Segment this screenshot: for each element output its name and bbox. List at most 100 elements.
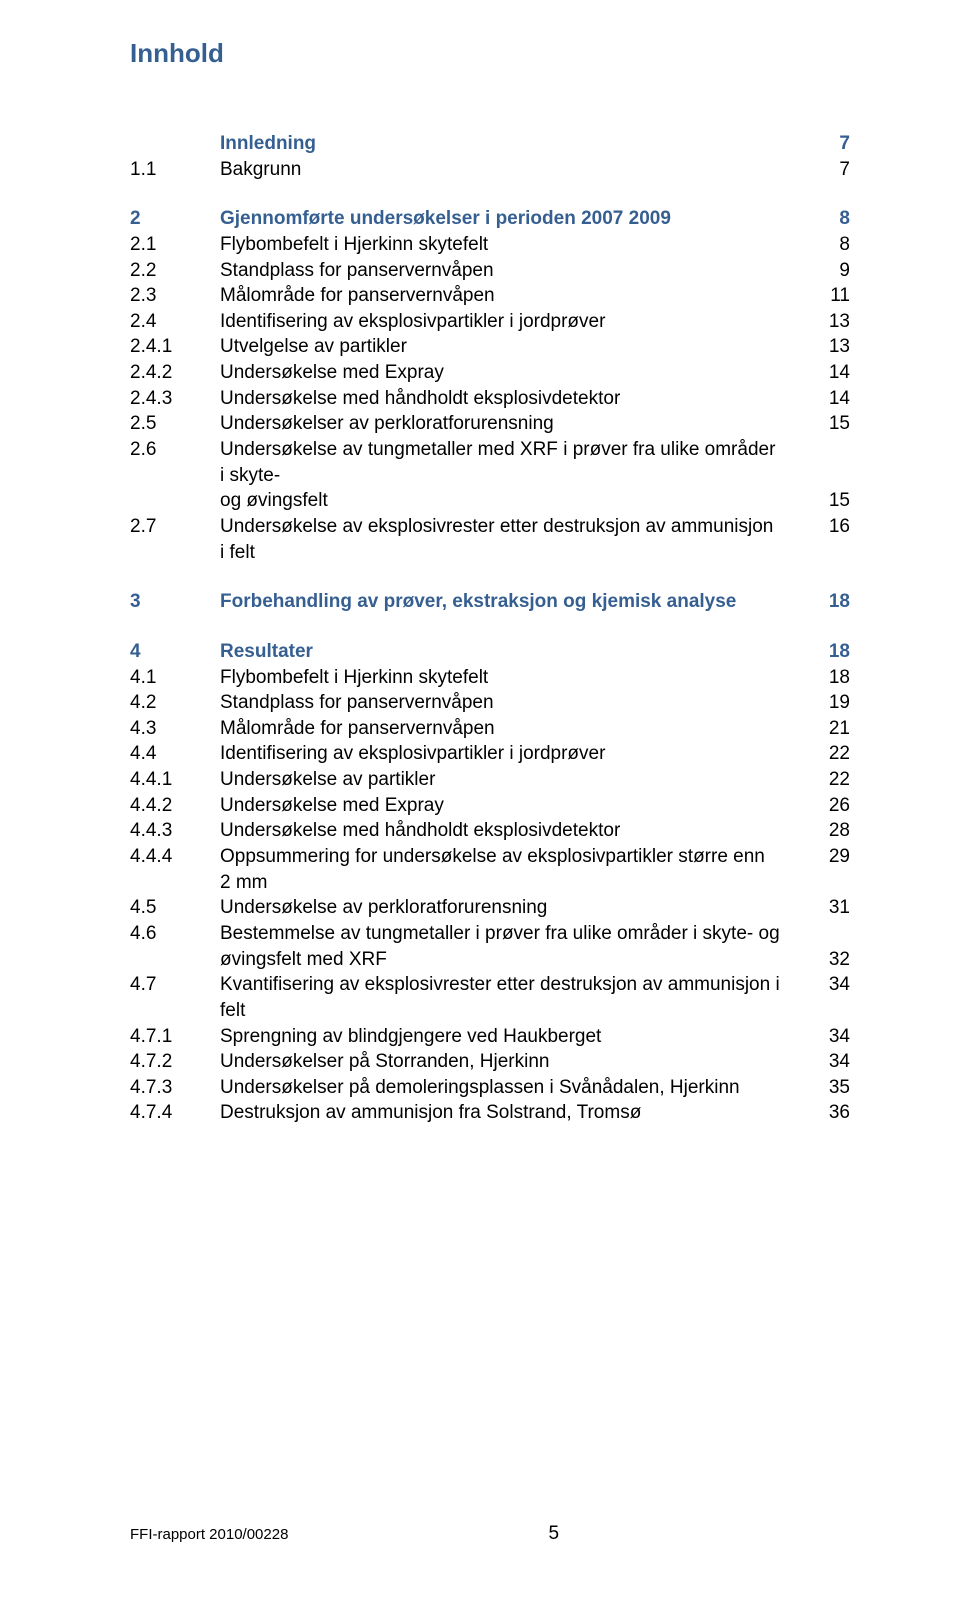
toc-entry-page: 34 bbox=[800, 972, 850, 998]
toc-entry-number: 2.6 bbox=[130, 437, 220, 463]
toc-entry-page: 36 bbox=[800, 1100, 850, 1126]
toc-entry-label: Flybombefelt i Hjerkinn skytefelt bbox=[220, 665, 800, 691]
toc-entry-label: Standplass for panservernvåpen bbox=[220, 690, 800, 716]
toc-entry-number: 2.3 bbox=[130, 283, 220, 309]
toc-entry-label: Sprengning av blindgjengere ved Haukberg… bbox=[220, 1024, 800, 1050]
toc-entry-number: 2.4.2 bbox=[130, 360, 220, 386]
toc-entry-row: 2.7Undersøkelse av eksplosivrester etter… bbox=[130, 514, 850, 565]
toc-entry-row: og øvingsfelt15 bbox=[130, 488, 850, 514]
toc-entry-label: Undersøkelse av partikler bbox=[220, 767, 800, 793]
toc-entry-page: 28 bbox=[800, 818, 850, 844]
toc-entry-label: Målområde for panservernvåpen bbox=[220, 716, 800, 742]
toc-entry-row: 2.4.1Utvelgelse av partikler13 bbox=[130, 334, 850, 360]
toc-entry-number: 4.4.1 bbox=[130, 767, 220, 793]
toc-entry-row: 4.1Flybombefelt i Hjerkinn skytefelt18 bbox=[130, 665, 850, 691]
toc-entry-number: 2.7 bbox=[130, 514, 220, 540]
toc-entry-row: 4.7Kvantifisering av eksplosivrester ett… bbox=[130, 972, 850, 1023]
toc-entry-label: Undersøkelse med håndholdt eksplosivdete… bbox=[220, 386, 800, 412]
toc-entry-number: 2.4.1 bbox=[130, 334, 220, 360]
toc-entry-page: 22 bbox=[800, 741, 850, 767]
toc-entry-page: 13 bbox=[800, 334, 850, 360]
toc-entry-label: Identifisering av eksplosivpartikler i j… bbox=[220, 741, 800, 767]
toc-entry-row: 4.7.4Destruksjon av ammunisjon fra Solst… bbox=[130, 1100, 850, 1126]
toc-entry-page: 18 bbox=[800, 589, 850, 615]
toc-entry-label: Undersøkelse av eksplosivrester etter de… bbox=[220, 514, 800, 565]
toc-entry-page: 7 bbox=[800, 131, 850, 157]
toc-entry-page: 15 bbox=[800, 488, 850, 514]
toc-entry-number: 4.7.1 bbox=[130, 1024, 220, 1050]
toc-entry-label: Bestemmelse av tungmetaller i prøver fra… bbox=[220, 921, 800, 947]
toc-entry-row: 4.3Målområde for panservernvåpen21 bbox=[130, 716, 850, 742]
toc-entry-label: Resultater bbox=[220, 639, 800, 665]
toc-entry-row: 4.7.3Undersøkelser på demoleringsplassen… bbox=[130, 1075, 850, 1101]
toc-entry-row: 2.2Standplass for panservernvåpen9 bbox=[130, 258, 850, 284]
toc-entry-label: Gjennomførte undersøkelser i perioden 20… bbox=[220, 206, 800, 232]
toc-entry-number: 2.2 bbox=[130, 258, 220, 284]
toc-entry-number: 4.4.4 bbox=[130, 844, 220, 870]
toc-entry-label: og øvingsfelt bbox=[220, 488, 800, 514]
toc-section-row: 2Gjennomførte undersøkelser i perioden 2… bbox=[130, 206, 850, 232]
toc-entry-label: Destruksjon av ammunisjon fra Solstrand,… bbox=[220, 1100, 800, 1126]
toc-entry-number: 2.1 bbox=[130, 232, 220, 258]
toc-entry-label: Utvelgelse av partikler bbox=[220, 334, 800, 360]
toc-entry-page: 15 bbox=[800, 411, 850, 437]
toc-entry-row: 2.3Målområde for panservernvåpen11 bbox=[130, 283, 850, 309]
toc-entry-number: 4.7.3 bbox=[130, 1075, 220, 1101]
toc-entry-row: 2.4.2Undersøkelse med Expray14 bbox=[130, 360, 850, 386]
toc-entry-page: 14 bbox=[800, 360, 850, 386]
toc-entry-page: 31 bbox=[800, 895, 850, 921]
table-of-contents: Innledning71.1Bakgrunn7 2Gjennomførte und… bbox=[130, 131, 850, 1126]
toc-entry-row: 4.4.2Undersøkelse med Expray26 bbox=[130, 793, 850, 819]
toc-entry-page: 34 bbox=[800, 1049, 850, 1075]
toc-entry-number: 4.2 bbox=[130, 690, 220, 716]
toc-entry-page: 11 bbox=[800, 283, 850, 309]
toc-group: 3Forbehandling av prøver, ekstraksjon og… bbox=[130, 589, 850, 615]
toc-group: 2Gjennomførte undersøkelser i perioden 2… bbox=[130, 206, 850, 565]
toc-entry-number: 1.1 bbox=[130, 157, 220, 183]
toc-entry-label: Undersøkelse av tungmetaller med XRF i p… bbox=[220, 437, 800, 488]
toc-group: 4Resultater184.1Flybombefelt i Hjerkinn … bbox=[130, 639, 850, 1126]
toc-entry-row: 4.2Standplass for panservernvåpen19 bbox=[130, 690, 850, 716]
toc-entry-row: 4.7.1Sprengning av blindgjengere ved Hau… bbox=[130, 1024, 850, 1050]
toc-entry-label: Oppsummering for undersøkelse av eksplos… bbox=[220, 844, 800, 895]
toc-entry-label: Undersøkelse av perkloratforurensning bbox=[220, 895, 800, 921]
toc-entry-number: 4.4.3 bbox=[130, 818, 220, 844]
toc-entry-label: Undersøkelser på demoleringsplassen i Sv… bbox=[220, 1075, 800, 1101]
toc-entry-number: 4.4.2 bbox=[130, 793, 220, 819]
toc-group: Innledning71.1Bakgrunn7 bbox=[130, 131, 850, 182]
toc-entry-page: 34 bbox=[800, 1024, 850, 1050]
toc-entry-number: 2.5 bbox=[130, 411, 220, 437]
toc-entry-row: 4.4Identifisering av eksplosivpartikler … bbox=[130, 741, 850, 767]
footer-page-number: 5 bbox=[548, 1523, 559, 1545]
toc-entry-page: 8 bbox=[800, 206, 850, 232]
document-page: Innhold Innledning71.1Bakgrunn72Gjennomf… bbox=[0, 0, 960, 1603]
toc-entry-number: 4.5 bbox=[130, 895, 220, 921]
toc-section-row: 3Forbehandling av prøver, ekstraksjon og… bbox=[130, 589, 850, 615]
toc-entry-page: 21 bbox=[800, 716, 850, 742]
toc-entry-row: 2.4.3Undersøkelse med håndholdt eksplosi… bbox=[130, 386, 850, 412]
page-footer: FFI-rapport 2010/00228 5 bbox=[130, 1523, 559, 1545]
toc-entry-page: 35 bbox=[800, 1075, 850, 1101]
toc-entry-number: 3 bbox=[130, 589, 220, 615]
toc-section-row: Innledning7 bbox=[130, 131, 850, 157]
toc-entry-row: 4.4.1Undersøkelse av partikler22 bbox=[130, 767, 850, 793]
toc-entry-page: 22 bbox=[800, 767, 850, 793]
toc-entry-row: 4.4.4Oppsummering for undersøkelse av ek… bbox=[130, 844, 850, 895]
toc-entry-label: Kvantifisering av eksplosivrester etter … bbox=[220, 972, 800, 1023]
toc-entry-number: 4.1 bbox=[130, 665, 220, 691]
toc-entry-row: øvingsfelt med XRF32 bbox=[130, 947, 850, 973]
toc-entry-label: Innledning bbox=[220, 131, 800, 157]
toc-entry-label: Forbehandling av prøver, ekstraksjon og … bbox=[220, 589, 800, 615]
toc-entry-row: 4.7.2Undersøkelser på Storranden, Hjerki… bbox=[130, 1049, 850, 1075]
toc-entry-row: 4.4.3Undersøkelse med håndholdt eksplosi… bbox=[130, 818, 850, 844]
toc-entry-row: 2.5Undersøkelser av perkloratforurensnin… bbox=[130, 411, 850, 437]
toc-entry-page: 18 bbox=[800, 639, 850, 665]
toc-entry-page: 9 bbox=[800, 258, 850, 284]
toc-entry-number: 4.7 bbox=[130, 972, 220, 998]
toc-entry-label: Bakgrunn bbox=[220, 157, 800, 183]
toc-entry-row: 4.6Bestemmelse av tungmetaller i prøver … bbox=[130, 921, 850, 947]
toc-entry-page: 26 bbox=[800, 793, 850, 819]
toc-entry-number: 4 bbox=[130, 639, 220, 665]
toc-entry-page: 14 bbox=[800, 386, 850, 412]
toc-entry-number: 2 bbox=[130, 206, 220, 232]
